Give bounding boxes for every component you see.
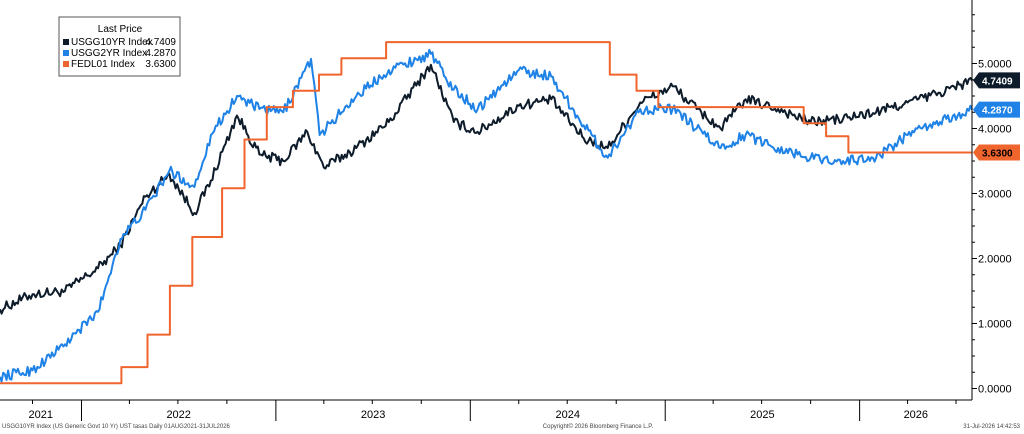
legend-value-2yr: 4.2870 [145, 48, 176, 59]
series-line-usgg2yr-index [0, 48, 973, 383]
last-value-badge-bg [973, 144, 1020, 161]
y-tick-label: 3.0000 [978, 189, 1012, 201]
last-value-badge-text: 3.6300 [982, 149, 1013, 160]
series-line-fedl01-index [0, 41, 972, 385]
last-value-badge-fedl01-index: 3.6300 [973, 144, 1020, 161]
x-tick-label: 2025 [750, 409, 774, 421]
badge-layer: 4.7409 4.2870 3.6300 [973, 72, 1020, 161]
last-value-badge-bg [973, 101, 1020, 118]
last-value-badge-usgg2yr-index: 4.2870 [973, 101, 1020, 118]
legend-value-10yr: 4.7409 [145, 37, 176, 48]
x-tick-label: 2021 [29, 409, 53, 421]
legend: Last Price USGG10YR Index 4.7409 USGG2YR… [58, 16, 181, 77]
x-tick-label: 2023 [361, 409, 385, 421]
footer: USGG10YR Index (US Generic Govt 10 Yr) U… [2, 423, 1021, 430]
legend-swatch-2yr [63, 50, 69, 56]
last-value-badge-bg [973, 72, 1020, 89]
y-tick-label: 1.0000 [978, 319, 1012, 331]
legend-label-10yr: USGG10YR Index [71, 37, 153, 48]
y-tick-label: 4.0000 [978, 124, 1012, 136]
footer-left: USGG10YR Index (US Generic Govt 10 Yr) U… [2, 424, 231, 430]
last-value-badge-text: 4.7409 [982, 76, 1013, 87]
x-tick-label: 2024 [556, 409, 580, 421]
legend-label-2yr: USGG2YR Index [71, 48, 147, 59]
y-tick-label: 0.0000 [978, 384, 1012, 396]
legend-box [58, 16, 181, 77]
legend-value-fed: 3.6300 [145, 59, 176, 70]
series-line-usgg10yr-index [0, 63, 973, 315]
axis-layer: 0.0000 1.0000 2.0000 3.0000 4.0000 5.0000 2021… [0, 0, 1012, 421]
footer-center: Copyright© 2026 Bloomberg Finance L.P. [543, 423, 654, 430]
x-tick-label: 2026 [904, 409, 928, 421]
legend-label-fed: FEDL01 Index [71, 59, 135, 70]
last-value-badge-usgg10yr-index: 4.7409 [973, 72, 1020, 89]
y-tick-label: 2.0000 [978, 254, 1012, 266]
legend-swatch-fed [63, 61, 69, 67]
last-value-badge-text: 4.2870 [982, 106, 1013, 117]
y-tick-label: 5.0000 [978, 59, 1012, 71]
legend-swatch-10yr [63, 39, 69, 45]
x-tick-label: 2022 [166, 409, 190, 421]
legend-title: Last Price [98, 24, 143, 35]
footer-right: 31-Jul-2026 14:42:53 [963, 424, 1020, 430]
series-layer [0, 41, 973, 385]
